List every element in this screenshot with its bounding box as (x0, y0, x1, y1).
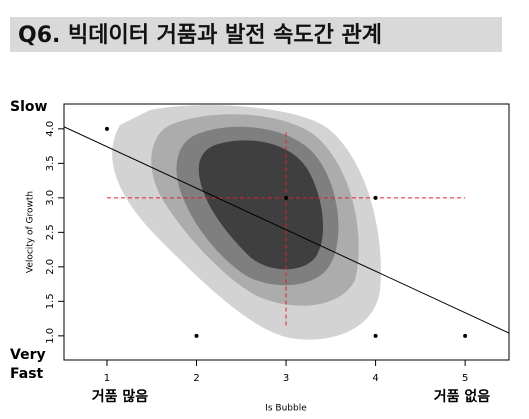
annotation: Very (10, 347, 46, 363)
point (104, 126, 109, 131)
x-axis-label: Is Bubble (265, 404, 307, 414)
annotation: Slow (10, 99, 48, 115)
annotation: Fast (10, 366, 44, 382)
density-contours (112, 105, 381, 340)
y-tick-label: 1.5 (45, 293, 56, 309)
point (373, 333, 378, 338)
regression-line (63, 126, 510, 334)
annotation: 거품 많음 (92, 388, 149, 405)
x-tick-label: 4 (372, 373, 378, 384)
x-tick-label: 3 (283, 373, 289, 384)
y-tick-label: 2.5 (45, 224, 56, 240)
x-tick-label: 1 (104, 373, 110, 384)
point (463, 333, 468, 338)
chart-title: Q6. 빅데이터 거품과 발전 속도간 관계 (18, 23, 382, 48)
contour (198, 140, 324, 270)
title-bar (10, 17, 502, 52)
y-tick-label: 3.5 (45, 155, 56, 171)
point (194, 333, 199, 338)
y-tick-label: 3.0 (45, 190, 56, 206)
y-tick-label: 1.0 (45, 328, 56, 344)
x-tick-label: 2 (193, 373, 199, 384)
point (284, 195, 289, 200)
point (373, 195, 378, 200)
y-tick-label: 2.0 (45, 259, 56, 275)
y-tick-label: 4.0 (45, 121, 56, 137)
y-axis-label: Velocity of Growth (26, 191, 36, 273)
annotation: 거품 없음 (434, 389, 491, 405)
x-tick-label: 5 (462, 373, 468, 384)
